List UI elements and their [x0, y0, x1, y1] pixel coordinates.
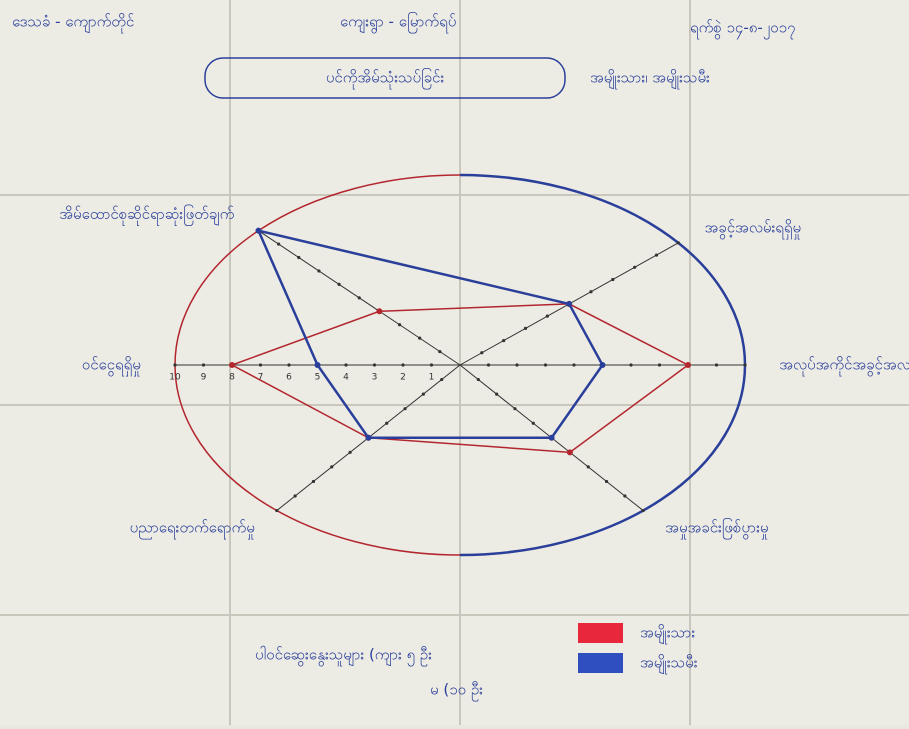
- tick-label: 4: [343, 373, 349, 383]
- tick-label: 3: [372, 373, 378, 383]
- vertex: [376, 308, 383, 315]
- axis-label: အလုပ်အကိုင်အခွင့်အလမ်း: [779, 356, 909, 377]
- tick-mark: [385, 421, 389, 425]
- tick-mark: [589, 290, 593, 294]
- tick-label: 6: [286, 373, 292, 383]
- tick-mark: [311, 479, 316, 484]
- tick-mark: [476, 377, 480, 382]
- location: ဒေသခံ - ကျောက်တိုင်: [12, 13, 134, 34]
- tick-mark: [258, 363, 263, 367]
- tick-mark: [440, 377, 444, 382]
- tick-mark: [502, 338, 506, 343]
- tick-mark: [173, 363, 177, 367]
- title-box: [204, 57, 566, 99]
- tick-label: 7: [258, 373, 264, 383]
- tick-mark: [545, 314, 549, 318]
- tick-mark: [657, 363, 662, 367]
- tick-label: 5: [315, 373, 321, 383]
- tick-mark: [348, 450, 352, 454]
- tick-mark: [418, 336, 422, 340]
- vertex: [566, 300, 573, 307]
- tick-mark: [743, 363, 747, 367]
- tick-mark: [486, 363, 491, 367]
- axis-label: အခွင့်အလမ်းရရှိမှု: [705, 219, 802, 240]
- chart-subtitle: အမျိုးသား၊ အမျိုးသမီး: [590, 69, 710, 90]
- tick-mark: [403, 407, 407, 411]
- tick-mark: [572, 363, 576, 367]
- tick-mark: [495, 392, 499, 396]
- tick-mark: [293, 494, 297, 498]
- tick-mark: [344, 363, 348, 367]
- tick-mark: [604, 479, 609, 484]
- tick-mark: [515, 363, 519, 367]
- tick-mark: [330, 465, 334, 469]
- tick-mark: [513, 407, 517, 411]
- tick-mark: [277, 242, 281, 246]
- tick-mark: [611, 277, 615, 282]
- tick-mark: [429, 363, 434, 367]
- village: ကျေးရွာ - မြောက်ရပ်: [340, 12, 456, 34]
- tick-mark: [357, 296, 361, 300]
- participants: မ (၁၀ ဦး: [430, 681, 483, 702]
- vertex: [599, 362, 606, 368]
- tick-mark: [633, 265, 637, 269]
- axis-label: ပညာရေးတက်ရောက်မှု: [130, 519, 255, 540]
- vertex: [548, 434, 555, 441]
- tick-mark: [337, 282, 341, 286]
- tick-mark: [676, 241, 680, 245]
- date: ရက်စွဲ ၁၄-၈-၂၀၁၇: [690, 19, 795, 40]
- legend-swatch: [578, 623, 623, 643]
- legend-label: အမျိုးသား: [640, 624, 695, 645]
- tick-mark: [623, 494, 627, 498]
- chart-title: ပင်ကိုအိမ်သုံးသပ်ခြင်း: [326, 68, 445, 90]
- tick-label: 1: [429, 373, 435, 383]
- tick-mark: [523, 326, 528, 330]
- vertex: [314, 362, 321, 368]
- tick-mark: [287, 363, 291, 367]
- axis-label: ဝင်ငွေရရှိမှု: [82, 356, 141, 377]
- vertex: [229, 362, 235, 368]
- vertex: [255, 227, 262, 234]
- participants: ပါဝင်ဆွေးနွေးသူများ (ကျား ၅ ဦး: [255, 646, 432, 667]
- tick-mark: [654, 253, 659, 257]
- vertex: [685, 362, 691, 368]
- tick-mark: [317, 269, 321, 273]
- tick-label: 9: [201, 373, 207, 383]
- tick-mark: [586, 465, 590, 469]
- tick-mark: [275, 508, 279, 513]
- tick-mark: [297, 255, 301, 260]
- tick-mark: [372, 363, 377, 367]
- tick-mark: [480, 351, 484, 355]
- tick-mark: [629, 363, 633, 367]
- tick-mark: [714, 363, 719, 367]
- axis-label: အမှုအခင်းဖြစ်ပွားမှု: [665, 518, 768, 540]
- tick-mark: [531, 421, 535, 425]
- tick-label: 8: [229, 373, 235, 383]
- tick-mark: [397, 323, 402, 327]
- axis-label: အိမ်ထောင်စုဆိုင်ရာဆုံးဖြတ်ချက်: [59, 204, 234, 226]
- legend-label: အမျိုးသမီး: [640, 654, 698, 675]
- tick-label: 10: [169, 373, 181, 383]
- legend-swatch: [578, 653, 623, 673]
- vertex: [365, 434, 372, 441]
- tick-mark: [543, 363, 548, 367]
- tick-mark: [201, 363, 206, 367]
- tick-mark: [641, 508, 645, 513]
- vertex: [566, 449, 573, 456]
- tick-label: 2: [400, 373, 406, 383]
- tick-mark: [438, 349, 442, 354]
- tick-mark: [421, 392, 425, 396]
- tick-mark: [401, 363, 405, 367]
